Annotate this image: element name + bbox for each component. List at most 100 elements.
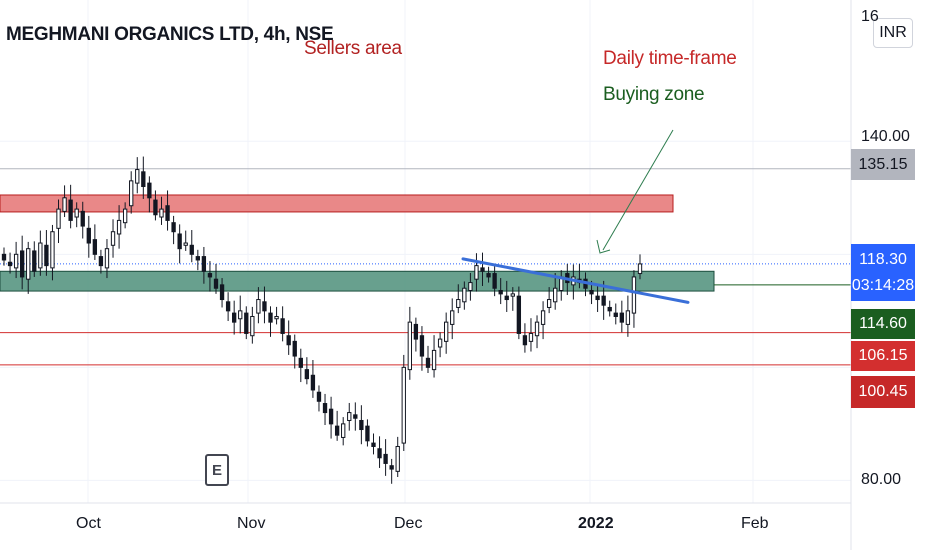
annotation-arrow — [602, 129, 674, 251]
candle-down — [595, 295, 600, 301]
candle-down — [419, 335, 425, 357]
candle-down — [244, 312, 249, 334]
candle-down — [522, 335, 528, 346]
candle-up — [474, 265, 479, 280]
candle-up — [13, 253, 19, 269]
annotation-arrowhead — [596, 239, 611, 254]
candle-down — [359, 419, 364, 431]
candle-up — [468, 282, 473, 291]
candle-up — [256, 299, 261, 314]
chart-grid — [0, 0, 851, 503]
candle-up — [450, 310, 455, 325]
candle-down — [147, 182, 152, 199]
price-tag-100-45: 100.45 — [851, 376, 915, 408]
candle-down — [7, 261, 13, 267]
candle-down — [486, 273, 491, 278]
candle-down — [322, 403, 328, 414]
candle-up — [456, 299, 461, 308]
candle-up — [274, 315, 279, 320]
candle-down — [498, 289, 503, 295]
candle-down — [86, 227, 91, 244]
price-tag-135: 135.15 — [851, 149, 915, 180]
annotation-sellers-area[interactable]: Sellers area — [304, 38, 402, 59]
candle-down — [44, 244, 49, 267]
candle-down — [377, 448, 382, 459]
candle-down — [171, 222, 176, 233]
candle-up — [631, 276, 637, 314]
x-label-dec: Dec — [394, 515, 423, 532]
candle-down — [334, 425, 340, 436]
last-price-tag: 118.30 03:14:28 — [851, 244, 915, 301]
candle-down — [589, 289, 594, 295]
candle-up — [347, 412, 352, 421]
candle-down — [613, 312, 618, 317]
levels-layer — [0, 168, 851, 366]
candle-up — [50, 231, 55, 269]
candle-up — [553, 287, 558, 303]
candle-up — [540, 310, 546, 325]
candle-up — [122, 208, 128, 224]
candle-down — [425, 357, 431, 368]
candle-down — [262, 301, 267, 312]
candle-down — [516, 295, 522, 334]
candle-down — [195, 256, 200, 261]
candle-down — [304, 369, 310, 380]
candle-up — [129, 180, 134, 207]
currency-button[interactable]: INR — [873, 18, 913, 48]
bar-countdown: 03:14:28 — [851, 276, 915, 294]
annotation-buying-zone[interactable]: Buying zone — [603, 84, 705, 105]
candle-up — [510, 293, 515, 297]
candle-up — [401, 366, 406, 444]
candle-down — [219, 284, 225, 301]
candle-down — [365, 425, 370, 442]
candle-up — [56, 208, 61, 229]
candle-down — [607, 306, 612, 312]
candle-down — [68, 199, 73, 221]
candle-down — [80, 210, 85, 227]
symbol-title[interactable]: MEGHMANI ORGANICS LTD, 4h, NSE — [6, 24, 334, 45]
candle-up — [546, 299, 552, 308]
candle-down — [98, 256, 104, 267]
candle-up — [437, 338, 443, 348]
earnings-event-icon[interactable]: E — [205, 454, 229, 486]
candle-up — [637, 263, 643, 275]
candle-down — [504, 295, 509, 301]
candle-up — [38, 242, 43, 269]
candle-down — [213, 278, 219, 289]
candle-down — [480, 267, 485, 272]
candle-down — [298, 357, 303, 368]
x-label-oct: Oct — [76, 515, 101, 532]
candle-down — [153, 199, 158, 216]
candle-down — [371, 442, 376, 447]
candle-up — [395, 445, 400, 472]
candle-up — [625, 310, 631, 325]
last-price-value: 118.30 — [859, 250, 907, 268]
candle-down — [165, 205, 170, 221]
candle-up — [116, 219, 122, 235]
y-tick-label-top: 16 — [861, 8, 879, 25]
candle-up — [238, 310, 243, 320]
candle-up — [135, 169, 140, 184]
candle-down — [292, 340, 297, 357]
x-label-nov: Nov — [237, 515, 266, 532]
candle-down — [1, 253, 7, 261]
candle-down — [207, 273, 213, 278]
candle-down — [177, 233, 182, 250]
candle-down — [32, 250, 37, 272]
candle-up — [534, 321, 540, 337]
candle-down — [268, 312, 273, 323]
candle-up — [74, 208, 79, 218]
price-tag-106-15: 106.15 — [851, 341, 915, 371]
candle-down — [232, 312, 237, 323]
sellers-zone — [0, 194, 674, 213]
candle-down — [328, 408, 334, 425]
candle-up — [341, 423, 346, 438]
trendline — [461, 257, 690, 304]
candle-up — [462, 287, 467, 303]
annotation-daily-timeframe[interactable]: Daily time-frame — [603, 48, 737, 69]
candle-down — [389, 465, 394, 470]
buying-zone — [0, 270, 715, 292]
x-label-2022: 2022 — [578, 515, 614, 532]
candle-down — [310, 374, 316, 391]
